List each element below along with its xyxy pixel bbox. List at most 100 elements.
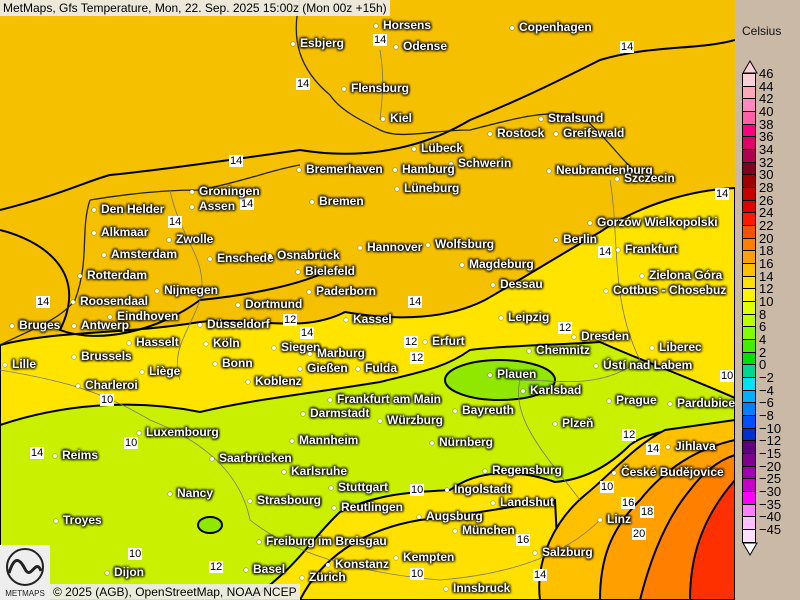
legend-swatch [742, 529, 756, 543]
legend-value: −8 [759, 408, 774, 424]
contour-value-label: 14 [30, 447, 45, 459]
city-label: Hasselt [127, 335, 179, 349]
city-label: Kassel [344, 312, 392, 326]
contour-value-label: 16 [621, 497, 636, 509]
contour-value-label: 14 [408, 296, 423, 308]
city-label: Dessau [491, 277, 543, 291]
city-label: Den Helder [92, 202, 164, 216]
legend-swatch [742, 174, 756, 189]
city-label: Stralsund [539, 111, 603, 125]
city-label: Alkmaar [92, 225, 148, 239]
legend-value: 32 [759, 154, 774, 170]
legend-value: −6 [759, 395, 774, 411]
city-label: Groningen [190, 184, 260, 198]
legend-value: 18 [759, 243, 774, 259]
legend-value: 44 [759, 78, 774, 94]
legend-swatch [742, 326, 756, 341]
city-label: Copenhagen [510, 20, 592, 34]
legend-unit: Celsius [742, 24, 782, 38]
city-label: Regensburg [483, 463, 562, 477]
legend-value: 8 [759, 306, 767, 322]
city-label: Dortmund [236, 297, 302, 311]
contour-value-label: 12 [209, 561, 224, 573]
contour-value-label: 14 [373, 34, 388, 46]
contour-value-label: 12 [622, 429, 637, 441]
legend-swatch [742, 111, 756, 125]
city-label: Strasbourg [248, 493, 321, 507]
city-label: Enschede [208, 251, 274, 265]
svg-text:METMAPS: METMAPS [5, 589, 45, 598]
city-label: Dresden [572, 329, 629, 343]
contour-value-label: 14 [168, 216, 183, 228]
city-label: Reims [53, 448, 98, 462]
city-label: Szczecin [615, 171, 675, 185]
legend-swatch [742, 161, 756, 176]
city-label: Gorzów Wielkopolski [588, 215, 718, 229]
legend-swatch [742, 288, 756, 303]
city-label: Düsseldorf [198, 317, 270, 331]
city-label: Chemnitz [527, 343, 590, 357]
contour-value-label: 10 [410, 484, 425, 496]
legend-swatch [742, 427, 756, 442]
legend-value: 42 [759, 91, 774, 107]
city-label: Zielona Góra [640, 268, 722, 282]
city-label: Karlsbad [521, 383, 581, 397]
contour-value-label: 12 [558, 322, 573, 334]
city-label: Kempten [394, 550, 454, 564]
contour-value-label: 14 [646, 443, 661, 455]
city-label: Nijmegen [155, 283, 218, 297]
legend-value: −15 [759, 446, 782, 462]
city-label: Ústí nad Labem [594, 358, 692, 372]
city-label: Esbjerg [291, 36, 344, 50]
field-8-10 [197, 516, 223, 534]
legend-swatch [742, 339, 756, 353]
contour-value-label: 14 [533, 569, 548, 581]
legend-value: −4 [759, 382, 774, 398]
legend-swatch [742, 225, 756, 239]
contour-value-label: 14 [620, 41, 635, 53]
city-label: Prague [607, 393, 657, 407]
city-label: Plzeň [553, 416, 593, 430]
legend-swatch [742, 187, 756, 201]
legend-swatch [742, 199, 756, 214]
legend-value: 34 [759, 142, 774, 158]
city-label: Fulda [356, 361, 397, 375]
city-label: Reutlingen [332, 500, 403, 514]
legend-swatch [742, 415, 756, 429]
contour-value-label: 12 [283, 314, 298, 326]
legend-swatch [742, 123, 756, 138]
city-label: Lübeck [412, 141, 463, 155]
legend-value: 24 [759, 205, 774, 221]
city-label: Rostock [488, 126, 544, 140]
legend-swatch [742, 313, 756, 328]
legend-value: 26 [759, 192, 774, 208]
city-label: Paderborn [307, 284, 376, 298]
contour-value-label: 14 [300, 327, 315, 339]
city-label: Freiburg im Breisgau [257, 534, 387, 548]
city-label: Assen [190, 199, 235, 213]
city-label: Erfurt [423, 334, 465, 348]
legend-value: 12 [759, 281, 774, 297]
city-label: Hannover [358, 240, 422, 254]
temperature-map[interactable]: Horsens Copenhagen Esbjerg Odense Flensburg K… [0, 0, 735, 600]
city-label: Lüneburg [395, 181, 459, 195]
legend-swatch [742, 491, 756, 505]
city-label: Stuttgart [329, 480, 388, 494]
metmaps-logo: METMAPS [0, 545, 50, 600]
city-label: Koblenz [246, 374, 302, 388]
legend-value: 28 [759, 180, 774, 196]
city-label: Nürnberg [430, 435, 493, 449]
legend-swatch [742, 440, 756, 455]
city-label: Würzburg [378, 413, 443, 427]
contour-value-label: 10 [124, 437, 139, 449]
color-legend: Celsius 46 44 42 40 38 36 34 32 30 28 26 24 22 20 18 16… [735, 0, 800, 600]
contour-value-label: 10 [128, 548, 143, 560]
legend-value: 30 [759, 167, 774, 183]
legend-value: 0 [759, 357, 767, 373]
city-label: České Budějovice [612, 465, 724, 479]
legend-value: 14 [759, 268, 774, 284]
legend-swatch [742, 98, 756, 112]
contour-line [0, 39, 735, 211]
city-label: Flensburg [342, 81, 409, 95]
legend-swatch [742, 516, 756, 531]
